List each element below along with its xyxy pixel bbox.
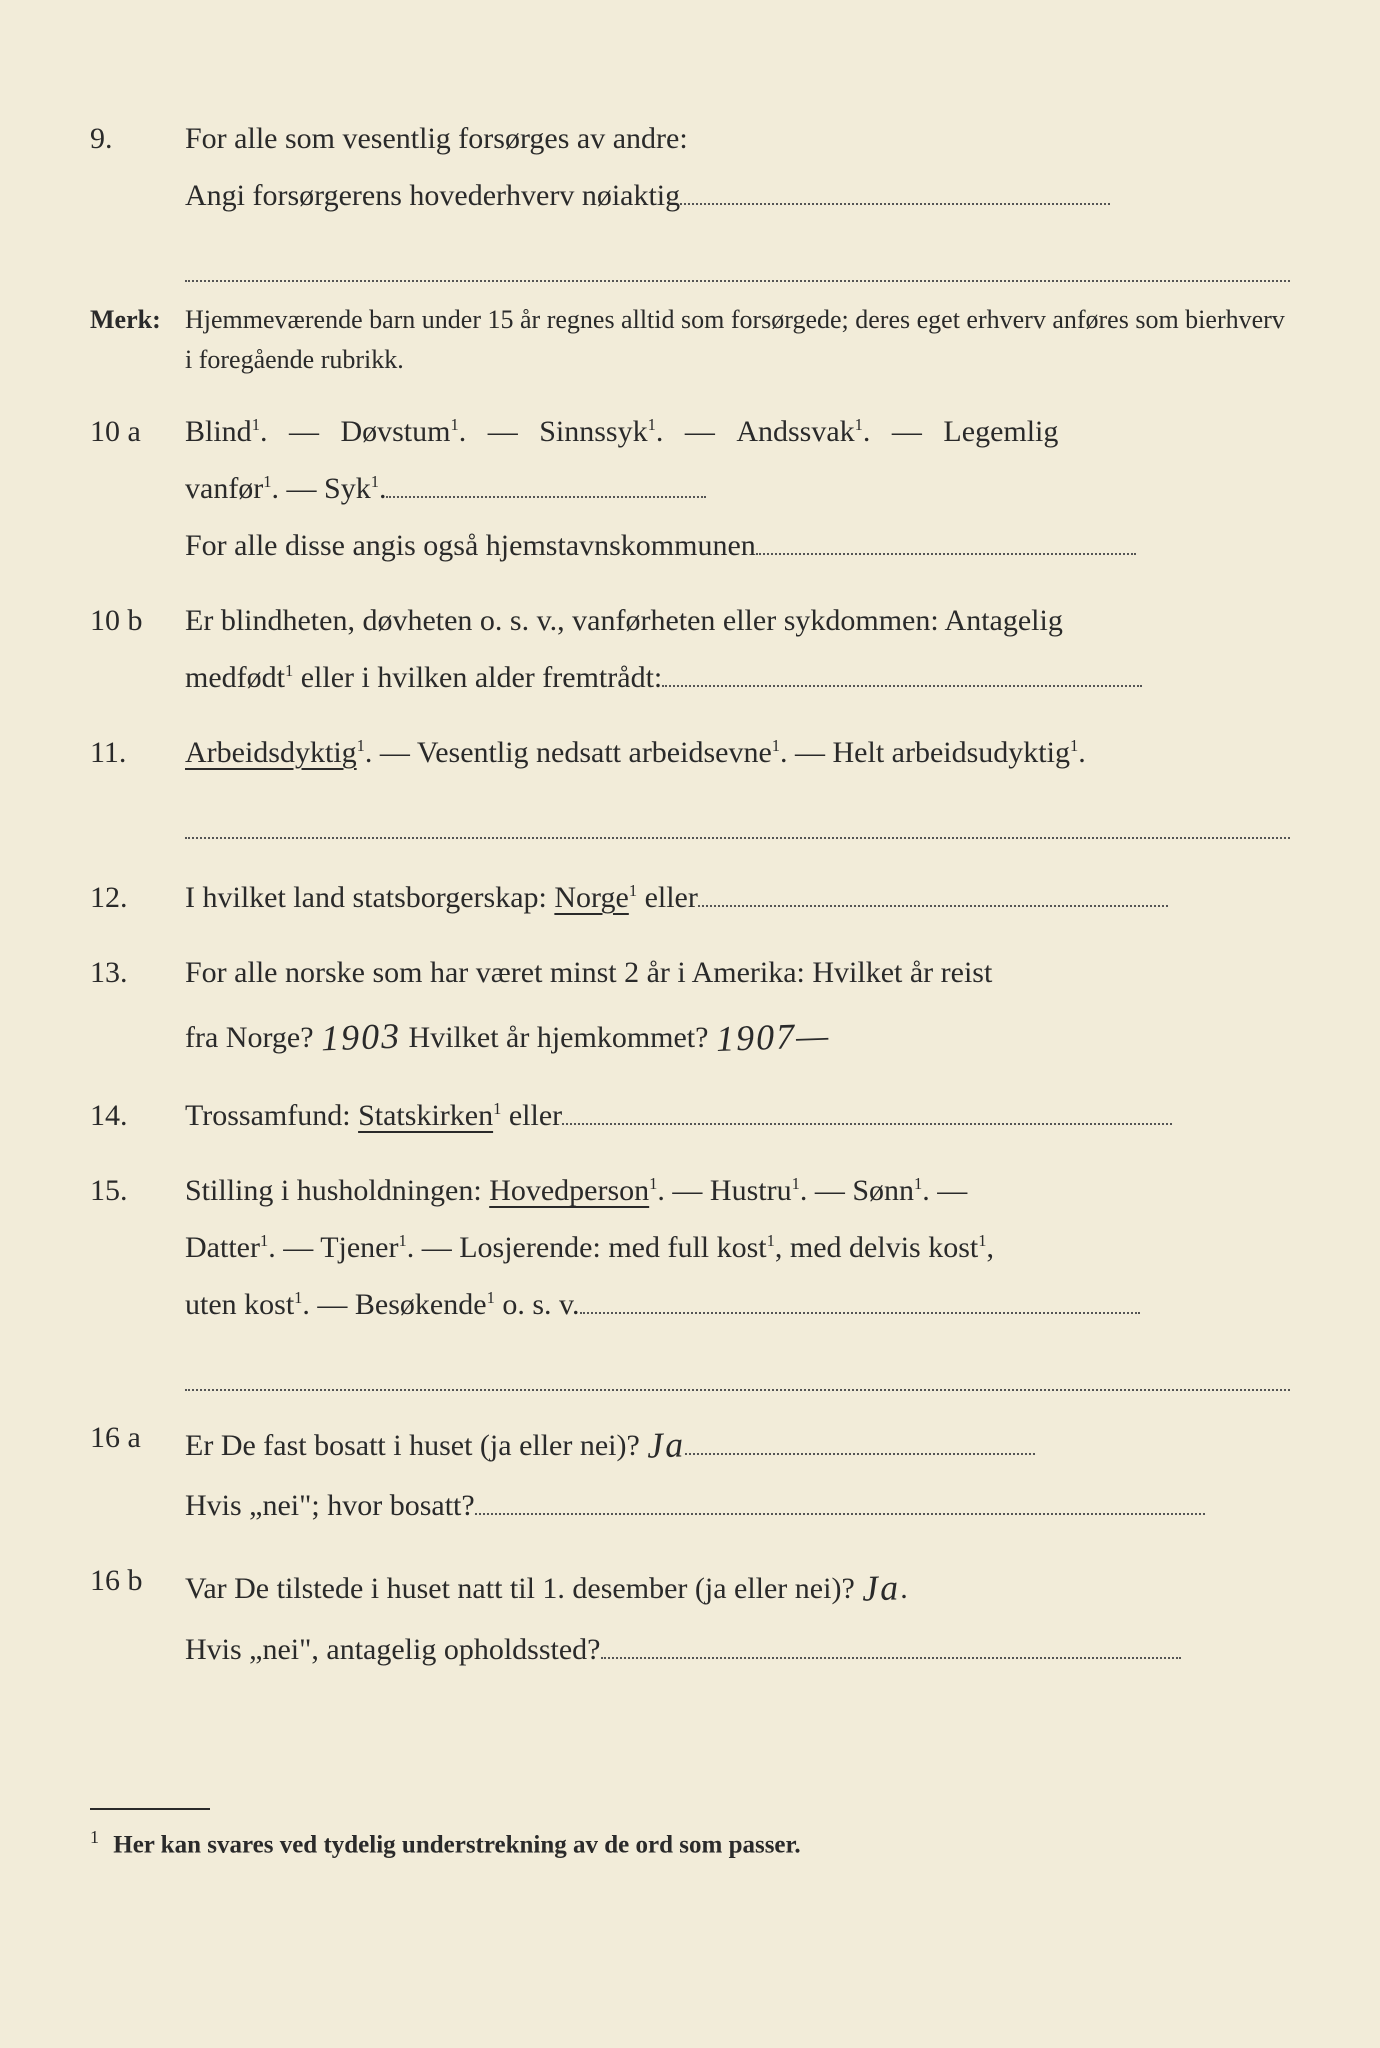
blank-line <box>680 203 1110 205</box>
handwritten-answer: 1903 <box>320 1001 402 1072</box>
question-9: 9. For alle som vesentlig forsørges av a… <box>90 110 1290 282</box>
opt: Syk <box>324 472 371 505</box>
handwritten-answer: Ja <box>646 1410 686 1480</box>
q14-underline: Statskirken <box>358 1099 493 1132</box>
q16a-number: 16 a <box>90 1409 185 1534</box>
question-10b: 10 b Er blindheten, døvheten o. s. v., v… <box>90 592 1290 706</box>
form-page: 9. For alle som vesentlig forsørges av a… <box>0 0 1380 2048</box>
merk-text: Hjemmeværende barn under 15 år regnes al… <box>185 300 1290 381</box>
q10b-number: 10 b <box>90 592 185 706</box>
question-16b: 16 b Var De tilstede i huset natt til 1.… <box>90 1552 1290 1677</box>
q11-underline: Arbeidsdyktig <box>185 736 357 769</box>
q11-content: Arbeidsdyktig1. — Vesentlig nedsatt arbe… <box>185 724 1290 839</box>
q10b-line2a: medfødt <box>185 661 285 694</box>
q16b-number: 16 b <box>90 1552 185 1677</box>
q12-number: 12. <box>90 869 185 926</box>
q12-content: I hvilket land statsborgerskap: Norge1 e… <box>185 869 1290 926</box>
merk-label: Merk: <box>90 300 185 381</box>
q9-line2: Angi forsørgerens hovederhverv nøiaktig <box>185 179 680 212</box>
question-11: 11. Arbeidsdyktig1. — Vesentlig nedsatt … <box>90 724 1290 839</box>
opt: Blind <box>185 415 252 448</box>
q11-number: 11. <box>90 724 185 839</box>
opt: vanfør <box>185 472 263 505</box>
q16a-content: Er De fast bosatt i huset (ja eller nei)… <box>185 1409 1290 1534</box>
q14-number: 14. <box>90 1087 185 1144</box>
q9-line1: For alle som vesentlig forsørges av andr… <box>185 122 688 155</box>
footnote-rule <box>90 1808 210 1810</box>
q10b-line1: Er blindheten, døvheten o. s. v., vanfør… <box>185 604 1063 637</box>
q10b-line2b: eller i hvilken alder fremtrådt: <box>293 661 662 694</box>
q15-content: Stilling i husholdningen: Hovedperson1. … <box>185 1162 1290 1391</box>
blank-line <box>756 553 1136 555</box>
question-15: 15. Stilling i husholdningen: Hovedperso… <box>90 1162 1290 1391</box>
question-13: 13. For alle norske som har været minst … <box>90 944 1290 1069</box>
q10b-content: Er blindheten, døvheten o. s. v., vanfør… <box>185 592 1290 706</box>
question-12: 12. I hvilket land statsborgerskap: Norg… <box>90 869 1290 926</box>
q10a-number: 10 a <box>90 403 185 574</box>
blank-line <box>185 801 1290 839</box>
q9-content: For alle som vesentlig forsørges av andr… <box>185 110 1290 282</box>
footnote: 1 Her kan svares ved tydelig understrekn… <box>90 1820 1290 1869</box>
question-14: 14. Trossamfund: Statskirken1 eller <box>90 1087 1290 1144</box>
blank-line <box>662 685 1142 687</box>
blank-line <box>580 1312 1140 1314</box>
blank-line <box>386 496 706 498</box>
opt: Legemlig <box>943 415 1058 448</box>
question-16a: 16 a Er De fast bosatt i huset (ja eller… <box>90 1409 1290 1534</box>
footnote-number: 1 <box>90 1827 99 1847</box>
blank-line <box>185 244 1290 282</box>
q12-underline: Norge <box>554 881 628 914</box>
q9-number: 9. <box>90 110 185 282</box>
q16b-content: Var De tilstede i huset natt til 1. dese… <box>185 1552 1290 1677</box>
merk-note: Merk: Hjemmeværende barn under 15 år reg… <box>90 300 1290 381</box>
q10a-line3: For alle disse angis også hjemstavnskomm… <box>185 529 756 562</box>
blank-line <box>185 1353 1290 1391</box>
opt: Andssvak <box>736 415 854 448</box>
handwritten-answer: Ja <box>861 1554 901 1624</box>
blank-line <box>685 1453 1035 1455</box>
handwritten-answer: 1907— <box>715 1001 831 1073</box>
opt: Døvstum <box>340 415 450 448</box>
blank-line <box>601 1657 1181 1659</box>
q15-number: 15. <box>90 1162 185 1391</box>
q13-number: 13. <box>90 944 185 1069</box>
footnote-text: Her kan svares ved tydelig understreknin… <box>113 1831 800 1858</box>
blank-line <box>698 905 1168 907</box>
q14-content: Trossamfund: Statskirken1 eller <box>185 1087 1290 1144</box>
q13-content: For alle norske som har været minst 2 år… <box>185 944 1290 1069</box>
q15-underline: Hovedperson <box>489 1174 649 1207</box>
blank-line <box>562 1123 1172 1125</box>
opt: Sinnssyk <box>539 415 647 448</box>
blank-line <box>475 1513 1205 1515</box>
question-10a: 10 a Blind1. — Døvstum1. — Sinnssyk1. — … <box>90 403 1290 574</box>
q10a-content: Blind1. — Døvstum1. — Sinnssyk1. — Andss… <box>185 403 1290 574</box>
